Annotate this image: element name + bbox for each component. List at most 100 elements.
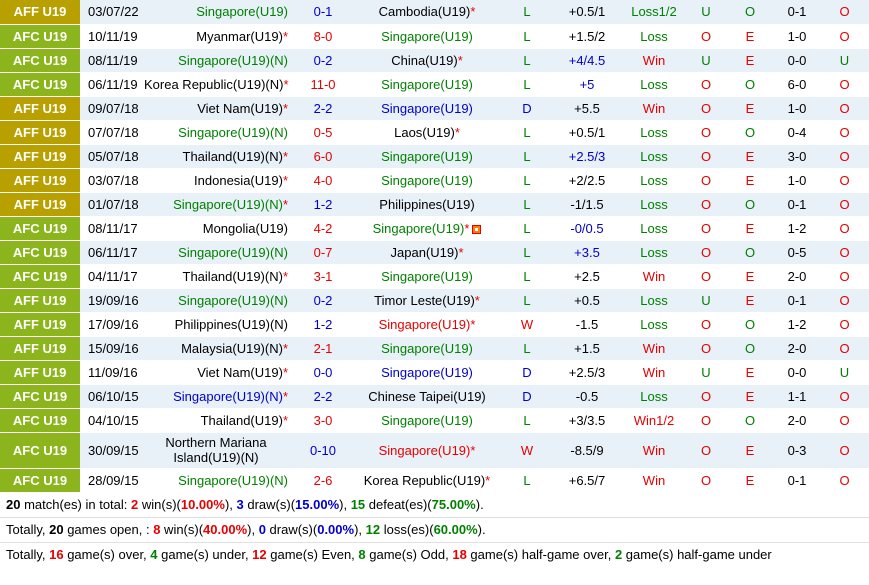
score[interactable]: 11-0 xyxy=(294,72,352,97)
home-team[interactable]: Singapore(U19)(N) xyxy=(173,196,283,212)
score[interactable]: 4-2 xyxy=(294,216,352,241)
home-team[interactable]: Thailand(U19) xyxy=(200,412,283,428)
score[interactable]: 2-2 xyxy=(294,96,352,121)
home-team[interactable]: Malaysia(U19)(N) xyxy=(181,340,283,356)
handicap-result: Loss xyxy=(622,120,686,145)
home-team[interactable]: Singapore(U19)(N) xyxy=(173,388,283,404)
league-badge[interactable]: AFC U19 xyxy=(0,24,80,49)
home-team[interactable]: Mongolia(U19) xyxy=(202,220,288,236)
home-team[interactable]: Singapore(U19)(N) xyxy=(178,244,288,260)
away-team[interactable]: Singapore(U19) xyxy=(381,412,473,428)
home-team[interactable]: Singapore(U19)(N) xyxy=(178,292,288,308)
home-team[interactable]: Indonesia(U19) xyxy=(194,172,283,188)
home-team[interactable]: Viet Nam(U19) xyxy=(197,100,283,116)
home-star: * xyxy=(282,28,288,44)
home-team[interactable]: Northern Mariana Island(U19)(N) xyxy=(165,435,267,465)
score[interactable]: 3-1 xyxy=(294,264,352,289)
away-team[interactable]: Singapore(U19) xyxy=(381,100,473,116)
league-badge[interactable]: AFC U19 xyxy=(0,48,80,73)
handicap-result: Loss xyxy=(622,288,686,313)
away-team[interactable]: Singapore(U19) xyxy=(381,28,473,44)
away-team-cell: Singapore(U19) xyxy=(352,360,502,385)
score[interactable]: 1-2 xyxy=(294,312,352,337)
league-badge[interactable]: AFF U19 xyxy=(0,144,80,169)
home-team[interactable]: Singapore(U19) xyxy=(196,4,288,20)
score[interactable]: 8-0 xyxy=(294,24,352,49)
match-date: 08/11/17 xyxy=(80,216,142,241)
away-team[interactable]: Chinese Taipei(U19) xyxy=(368,388,486,404)
away-team[interactable]: Timor Leste(U19) xyxy=(374,292,475,308)
score[interactable]: 0-10 xyxy=(294,432,352,469)
league-badge[interactable]: AFF U19 xyxy=(0,192,80,217)
away-team[interactable]: Cambodia(U19) xyxy=(378,4,471,20)
league-badge[interactable]: AFC U19 xyxy=(0,468,80,493)
home-team[interactable]: Korea Republic(U19)(N) xyxy=(144,76,284,92)
away-team[interactable]: Singapore(U19) xyxy=(378,316,471,332)
home-team[interactable]: Thailand(U19)(N) xyxy=(182,148,283,164)
away-team[interactable]: Korea Republic(U19) xyxy=(363,472,486,488)
home-team[interactable]: Singapore(U19)(N) xyxy=(178,124,288,140)
handicap: +1.5 xyxy=(552,336,622,361)
away-team[interactable]: Singapore(U19) xyxy=(378,442,471,458)
table-row: AFC U19 06/10/15 Singapore(U19)(N)* 2-2 Chin… xyxy=(0,384,869,409)
league-badge[interactable]: AFC U19 xyxy=(0,408,80,433)
away-team[interactable]: Singapore(U19) xyxy=(381,172,473,188)
away-team[interactable]: China(U19) xyxy=(391,52,458,68)
away-team-cell: Singapore(U19) xyxy=(352,264,502,289)
score[interactable]: 0-5 xyxy=(294,120,352,145)
score[interactable]: 0-2 xyxy=(294,48,352,73)
score[interactable]: 4-0 xyxy=(294,168,352,193)
league-badge[interactable]: AFF U19 xyxy=(0,288,80,313)
score[interactable]: 3-0 xyxy=(294,408,352,433)
home-team[interactable]: Viet Nam(U19) xyxy=(197,364,283,380)
home-team[interactable]: Philippines(U19)(N) xyxy=(174,316,288,332)
away-team[interactable]: Singapore(U19) xyxy=(381,340,473,356)
league-badge[interactable]: AFF U19 xyxy=(0,336,80,361)
away-team[interactable]: Singapore(U19) xyxy=(381,76,473,92)
league-badge[interactable]: AFF U19 xyxy=(0,360,80,385)
home-team[interactable]: Singapore(U19)(N) xyxy=(178,52,288,68)
handicap: +2/2.5 xyxy=(552,168,622,193)
under-count: 4 xyxy=(150,546,158,562)
league-badge[interactable]: AFF U19 xyxy=(0,312,80,337)
league-badge[interactable]: AFC U19 xyxy=(0,384,80,409)
away-team[interactable]: Singapore(U19) xyxy=(381,364,473,380)
league-badge[interactable]: AFF U19 xyxy=(0,120,80,145)
handicap: -1/1.5 xyxy=(552,192,622,217)
score[interactable]: 0-2 xyxy=(294,288,352,313)
league-badge[interactable]: AFC U19 xyxy=(0,216,80,241)
away-team[interactable]: Singapore(U19) xyxy=(381,148,473,164)
league-badge[interactable]: AFC U19 xyxy=(0,264,80,289)
score[interactable]: 2-1 xyxy=(294,336,352,361)
away-team[interactable]: Singapore(U19) xyxy=(381,268,473,284)
away-team[interactable]: Singapore(U19) xyxy=(372,220,465,236)
score[interactable]: 0-7 xyxy=(294,240,352,265)
home-team[interactable]: Myanmar(U19) xyxy=(196,28,283,44)
handicap-result: Loss xyxy=(622,24,686,49)
home-team[interactable]: Thailand(U19)(N) xyxy=(182,268,283,284)
away-team[interactable]: Japan(U19) xyxy=(390,244,459,260)
away-team[interactable]: Philippines(U19) xyxy=(379,196,475,212)
league-badge[interactable]: AFF U19 xyxy=(0,96,80,121)
league-badge[interactable]: AFF U19 xyxy=(0,0,80,25)
summary-text: match(es) in total: xyxy=(20,496,132,512)
score[interactable]: 2-2 xyxy=(294,384,352,409)
score[interactable]: 6-0 xyxy=(294,144,352,169)
league-badge[interactable]: AFF U19 xyxy=(0,168,80,193)
match-date: 10/11/19 xyxy=(80,24,142,49)
score[interactable]: 0-1 xyxy=(294,0,352,25)
half-time-score: 2-0 xyxy=(774,408,820,433)
match-date: 28/09/15 xyxy=(80,468,142,493)
league-badge[interactable]: AFC U19 xyxy=(0,240,80,265)
table-row: AFF U19 19/09/16 Singapore(U19)(N) 0-2 Timor… xyxy=(0,288,869,313)
score[interactable]: 2-6 xyxy=(294,468,352,493)
table-row: AFC U19 08/11/19 Singapore(U19)(N) 0-2 China… xyxy=(0,48,869,73)
over-under: O xyxy=(686,336,726,361)
half-time-score: 1-0 xyxy=(774,96,820,121)
league-badge[interactable]: AFC U19 xyxy=(0,72,80,97)
home-team[interactable]: Singapore(U19)(N) xyxy=(178,472,288,488)
away-team[interactable]: Laos(U19) xyxy=(394,124,455,140)
score[interactable]: 0-0 xyxy=(294,360,352,385)
score[interactable]: 1-2 xyxy=(294,192,352,217)
league-badge[interactable]: AFC U19 xyxy=(0,432,80,469)
